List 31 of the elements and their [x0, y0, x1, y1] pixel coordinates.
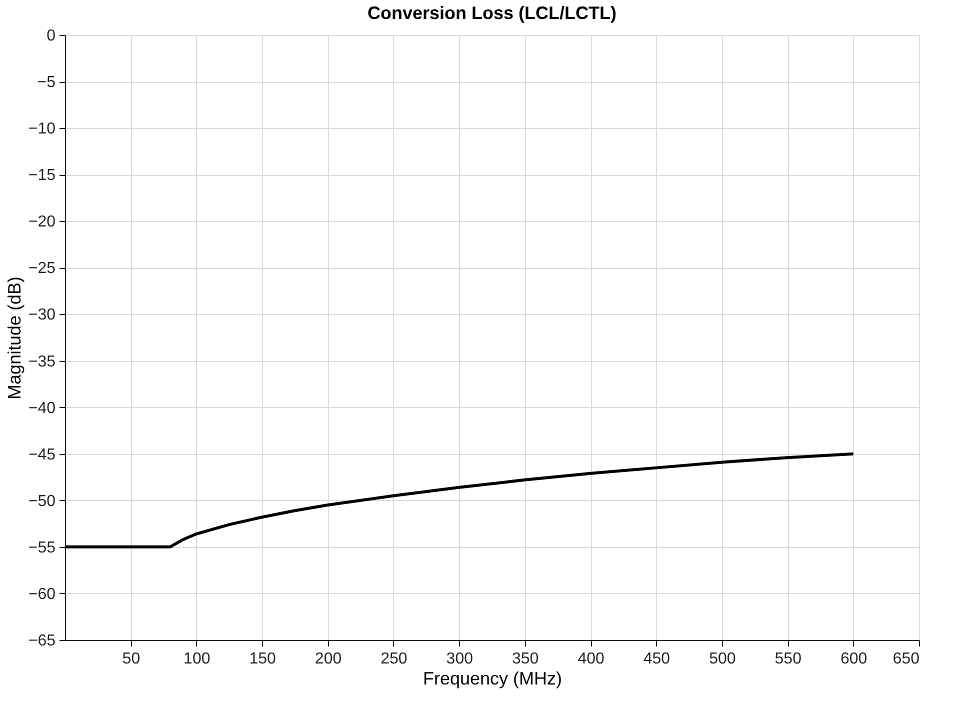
x-tick-label: 50	[122, 650, 140, 668]
y-tick-label: −25	[28, 260, 56, 278]
line-series	[64, 452, 855, 548]
y-tick-label: −45	[28, 446, 56, 464]
y-axis-title: Magnitude (dB)	[4, 276, 24, 400]
x-tick-label: 350	[512, 650, 539, 668]
x-tick-label: 100	[184, 650, 210, 668]
y-tick-label: −20	[28, 214, 56, 231]
x-axis-title: Frequency (MHz)	[422, 668, 562, 688]
y-tick-label: −65	[28, 632, 56, 650]
x-tick-label: 150	[249, 650, 276, 668]
y-tick-label: −40	[28, 400, 56, 417]
y-tick-label: −50	[28, 492, 56, 510]
y-tick-label: 0	[46, 28, 56, 44]
x-tick-label: 450	[643, 650, 670, 668]
x-tick-label: 600	[840, 650, 868, 668]
chart-title: Conversion Loss (LCL/LCTL)	[368, 3, 616, 23]
x-tick-label: 200	[314, 650, 342, 668]
x-tick-label: 650	[892, 650, 920, 668]
x-tick-label: 400	[578, 650, 604, 668]
x-tick-label: 500	[709, 650, 736, 668]
y-tick-label: −60	[28, 586, 56, 603]
y-tick-label: −5	[37, 74, 56, 92]
x-tick-label: 550	[774, 650, 802, 668]
y-tick-label: −15	[28, 167, 56, 184]
x-tick-label: 300	[446, 650, 474, 668]
y-tick-label: −35	[28, 353, 56, 370]
y-tick-label: −30	[28, 306, 56, 324]
x-tick-label: 250	[380, 650, 408, 668]
y-tick-label: −10	[28, 120, 56, 138]
y-tick-label: −55	[28, 539, 56, 556]
